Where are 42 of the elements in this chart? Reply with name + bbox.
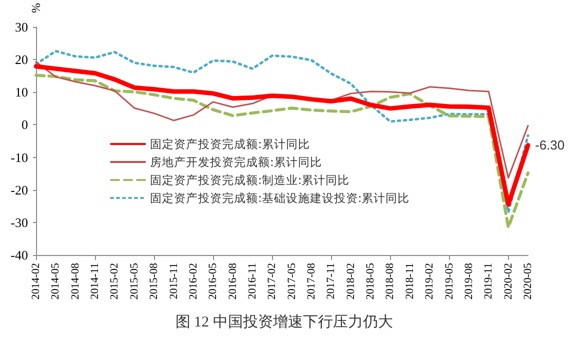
x-tick-label: 2020-05 <box>522 262 534 300</box>
x-tick-label: 2020-02 <box>502 263 514 300</box>
x-tick-label: 2018-08 <box>384 262 396 300</box>
y-tick-label: 30 <box>15 20 28 34</box>
line-series <box>34 74 530 229</box>
x-tick-label: 2018-11 <box>404 263 416 300</box>
x-tick-label: 2015-08 <box>148 262 160 300</box>
y-tick-label: -40 <box>10 248 28 262</box>
x-tick-label: 2019-05 <box>443 262 456 300</box>
legend-label: 固定资产投资完成额:累计同比 <box>150 137 310 151</box>
x-tick-label: 2016-08 <box>226 262 239 300</box>
y-axis-title: % <box>29 3 43 13</box>
x-tick-label: 2015-11 <box>168 263 180 300</box>
x-tick-label: 2016-11 <box>246 263 258 300</box>
y-tick-label: -30 <box>10 214 28 230</box>
x-tick-label: 2018-05 <box>364 262 377 300</box>
x-tick-label: 2016-02 <box>187 263 200 300</box>
annotation: -6.30 <box>535 138 565 153</box>
x-tick-label: 2017-11 <box>325 263 338 300</box>
x-tick-label: 2016-05 <box>207 262 220 300</box>
legend-label: 房地产开发投资完成额:累计同比 <box>150 155 322 169</box>
y-tick-label: 0 <box>22 117 28 132</box>
x-tick-label: 2015-05 <box>128 262 140 300</box>
x-tick-label: 2014-08 <box>69 262 82 300</box>
legend-label: 固定资产投资完成额:基础设施建设投资:累计同比 <box>150 191 410 205</box>
text: 图 12 中国投资增速下行压力仍大 <box>175 314 393 330</box>
y-tick-label: 20 <box>15 52 28 68</box>
x-tick-label: 2014-02 <box>30 263 42 300</box>
legend-label: 固定资产投资完成额:制造业:累计同比 <box>150 173 350 187</box>
x-tick-label: 2019-02 <box>424 263 436 300</box>
x-tick-label: 2019-08 <box>462 262 475 300</box>
x-tick-label: 2019-11 <box>482 263 495 300</box>
x-tick-label: 2014-05 <box>50 262 62 300</box>
x-tick-label: 2015-02 <box>108 263 121 300</box>
x-tick-label: 2017-05 <box>286 262 298 300</box>
x-tick-label: 2018-02 <box>344 263 357 300</box>
y-tick-label: -20 <box>10 182 28 198</box>
x-tick-label: 2014-11 <box>89 263 102 300</box>
x-tick-label: 2017-08 <box>306 262 318 300</box>
y-tick-label: 10 <box>15 84 28 100</box>
x-tick-label: 2017-02 <box>266 263 278 300</box>
y-tick-label: -10 <box>10 150 28 165</box>
